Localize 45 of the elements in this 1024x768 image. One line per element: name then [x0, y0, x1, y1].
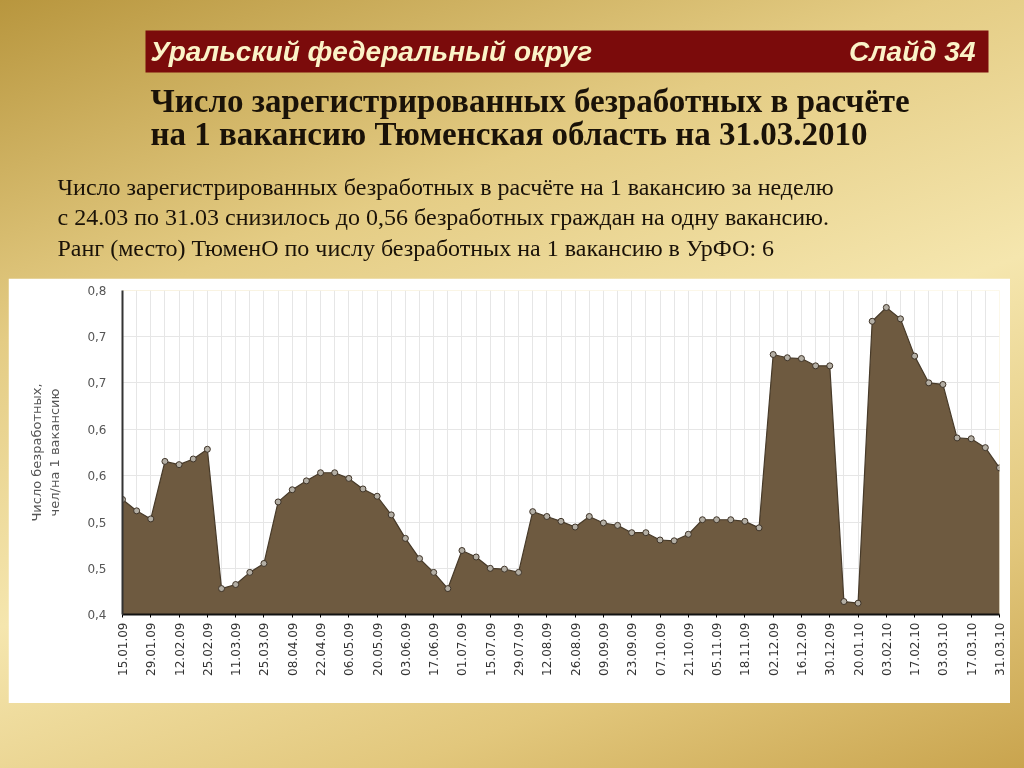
x-tick-label: 01.07.09 — [455, 622, 470, 676]
y-tick-label: 0,7 — [87, 376, 107, 391]
x-tick-label: 26.08.09 — [568, 622, 583, 676]
x-tick-label: 31.03.10 — [993, 622, 1007, 676]
x-tick-label: 03.03.10 — [936, 622, 951, 676]
y-tick-label: 0,6 — [87, 469, 107, 484]
x-tick-label: 03.02.10 — [879, 622, 894, 676]
chart-subtitle: Число зарегистрированных безработных в расчёте на 1 вакансию за неделю с 24.03 по 31.03 снизилось до 0,56 безработных граждан на одну вакансию. Ранг (место) ТюменО по числу безработных на 1 вакансию в УрФО: 6 — [57, 173, 834, 261]
y-tick-label: 0,4 — [87, 608, 107, 622]
y-tick-label: 0,8 — [87, 284, 107, 298]
x-tick-label: 25.03.09 — [257, 622, 272, 676]
y-tick-label: 0,5 — [87, 515, 107, 530]
x-tick-label: 21.10.09 — [681, 622, 696, 676]
x-tick-label: 11.03.09 — [229, 622, 244, 676]
x-tick-label: 29.01.09 — [144, 622, 159, 676]
x-tick-label: 25.02.09 — [200, 622, 215, 676]
x-tick-label: 15.01.09 — [116, 622, 130, 676]
x-tick-label: 08.04.09 — [285, 622, 300, 676]
x-tick-label: 29.07.09 — [512, 622, 527, 676]
y-tick-label: 0,6 — [87, 422, 107, 437]
x-tick-label: 09.09.09 — [596, 622, 611, 676]
x-tick-label: 17.03.10 — [964, 622, 979, 676]
y-tick-label: 0,7 — [87, 330, 107, 345]
x-tick-label: 20.05.09 — [370, 622, 385, 676]
x-tick-label: 16.12.09 — [794, 622, 809, 676]
y-tick-label: 0,5 — [87, 561, 107, 576]
x-tick-label: 18.11.09 — [738, 622, 753, 676]
x-tick-label: 17.02.10 — [908, 622, 923, 676]
x-tick-label: 06.05.09 — [342, 622, 357, 676]
x-tick-label: 22.04.09 — [314, 622, 329, 676]
y-axis-title: Число безработных, чел/на 1 вакансию — [29, 383, 63, 522]
x-tick-label: 03.06.09 — [398, 622, 413, 676]
chart-title: Число зарегистрированных безработных в расчёте на 1 вакансию Тюменская область на 31.03.2010 — [150, 82, 910, 152]
x-tick-label: 20.01.10 — [851, 622, 866, 676]
x-tick-label: 02.12.09 — [766, 622, 781, 676]
text: Слайд 34 — [848, 36, 976, 67]
x-tick-label: 15.07.09 — [483, 622, 498, 676]
x-tick-label: 07.10.09 — [653, 622, 668, 676]
x-tick-label: 12.02.09 — [172, 622, 187, 676]
x-tick-label: 05.11.09 — [710, 622, 725, 676]
x-tick-label: 30.12.09 — [823, 622, 838, 676]
x-tick-label: 17.06.09 — [427, 622, 442, 676]
x-tick-label: 23.09.09 — [625, 622, 640, 676]
x-tick-label: 12.08.09 — [540, 622, 555, 676]
text: Уральский федеральный округ — [150, 36, 593, 67]
